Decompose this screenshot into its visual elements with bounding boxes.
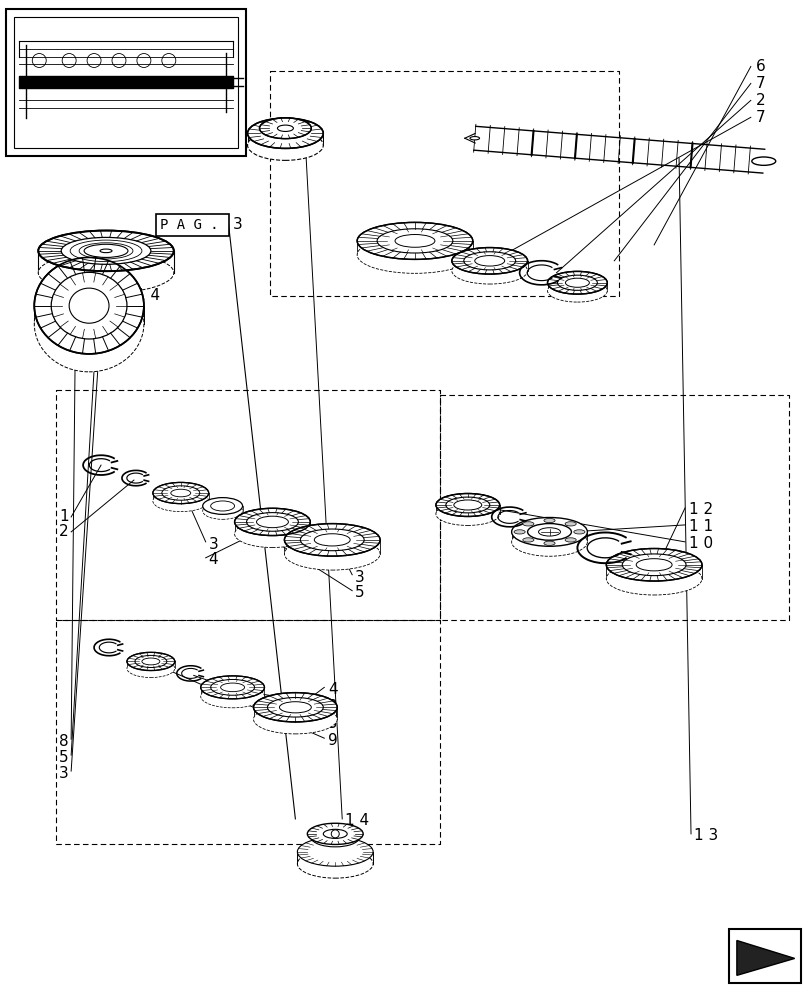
Ellipse shape [260, 118, 311, 139]
Bar [6, 9, 245, 156]
Ellipse shape [38, 252, 174, 293]
Ellipse shape [543, 541, 555, 545]
Text: 1 0: 1 0 [689, 536, 712, 551]
Ellipse shape [564, 538, 576, 542]
Ellipse shape [203, 503, 242, 519]
Ellipse shape [564, 522, 576, 526]
Text: 3: 3 [232, 217, 242, 232]
Text: 1 1: 1 1 [689, 519, 712, 534]
Ellipse shape [34, 257, 144, 354]
Ellipse shape [253, 705, 337, 734]
Ellipse shape [511, 527, 586, 556]
Ellipse shape [307, 823, 363, 844]
Text: 3: 3 [328, 699, 337, 714]
Text: 3: 3 [208, 537, 218, 552]
Ellipse shape [253, 693, 337, 722]
Ellipse shape [543, 518, 555, 523]
Ellipse shape [38, 231, 174, 271]
Ellipse shape [451, 248, 527, 274]
Text: 3: 3 [59, 766, 69, 781]
Ellipse shape [436, 502, 499, 525]
Ellipse shape [511, 517, 586, 546]
Ellipse shape [284, 538, 380, 570]
Ellipse shape [127, 659, 174, 678]
Ellipse shape [522, 522, 534, 526]
Text: 5: 5 [59, 750, 69, 765]
Text: 8: 8 [59, 734, 69, 749]
Text: 1: 1 [59, 509, 69, 524]
Ellipse shape [606, 562, 702, 595]
Text: 1 4: 1 4 [345, 813, 369, 828]
Ellipse shape [284, 524, 380, 556]
Ellipse shape [606, 549, 702, 581]
Ellipse shape [451, 258, 527, 284]
Ellipse shape [470, 137, 479, 140]
Ellipse shape [297, 837, 372, 866]
Text: 1 4: 1 4 [135, 288, 160, 303]
Ellipse shape [234, 508, 310, 536]
Ellipse shape [522, 538, 534, 542]
Bar [156, 214, 229, 236]
Ellipse shape [547, 271, 607, 294]
Ellipse shape [547, 279, 607, 302]
Ellipse shape [311, 829, 358, 847]
Ellipse shape [323, 829, 347, 838]
Text: 2: 2 [755, 93, 765, 108]
Ellipse shape [527, 524, 571, 540]
Ellipse shape [200, 685, 264, 708]
Ellipse shape [34, 275, 144, 372]
Text: 9: 9 [328, 733, 337, 748]
Circle shape [331, 830, 339, 838]
Text: 5: 5 [354, 585, 364, 600]
Text: 1 2: 1 2 [689, 502, 712, 517]
Text: 1 3: 1 3 [693, 828, 718, 843]
Text: 6: 6 [755, 59, 765, 74]
Text: 4: 4 [328, 682, 337, 697]
Bar [15, 17, 238, 148]
Ellipse shape [357, 222, 472, 259]
Ellipse shape [152, 482, 208, 504]
Text: 7: 7 [755, 110, 765, 125]
Ellipse shape [573, 530, 584, 534]
Text: 2: 2 [59, 524, 69, 539]
Text: P A G .: P A G . [160, 218, 218, 232]
Ellipse shape [247, 118, 323, 148]
Text: 4: 4 [208, 552, 218, 567]
Ellipse shape [247, 130, 323, 160]
Ellipse shape [200, 676, 264, 699]
Ellipse shape [127, 652, 174, 671]
Ellipse shape [234, 520, 310, 548]
Ellipse shape [357, 236, 472, 273]
Ellipse shape [751, 157, 775, 165]
Text: 7: 7 [755, 76, 765, 91]
Ellipse shape [100, 249, 112, 253]
Ellipse shape [203, 498, 242, 514]
Ellipse shape [513, 530, 525, 534]
Polygon shape [736, 940, 794, 975]
Bar [728, 929, 800, 983]
Ellipse shape [436, 494, 499, 516]
Ellipse shape [152, 490, 208, 512]
Text: 5: 5 [328, 716, 337, 731]
Text: 3: 3 [354, 570, 364, 585]
